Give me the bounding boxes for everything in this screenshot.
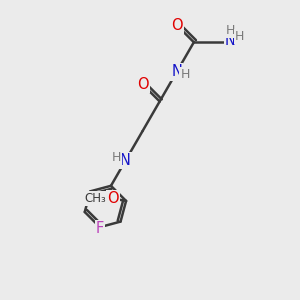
Text: F: F — [96, 221, 104, 236]
Text: H: H — [180, 68, 190, 81]
Text: O: O — [107, 191, 119, 206]
Text: CH₃: CH₃ — [84, 192, 106, 205]
Text: H: H — [112, 151, 121, 164]
Text: N: N — [171, 64, 182, 79]
Text: O: O — [171, 18, 183, 33]
Text: H: H — [235, 30, 244, 43]
Text: N: N — [225, 33, 236, 48]
Text: H: H — [226, 24, 235, 38]
Text: N: N — [120, 153, 131, 168]
Text: O: O — [137, 77, 149, 92]
